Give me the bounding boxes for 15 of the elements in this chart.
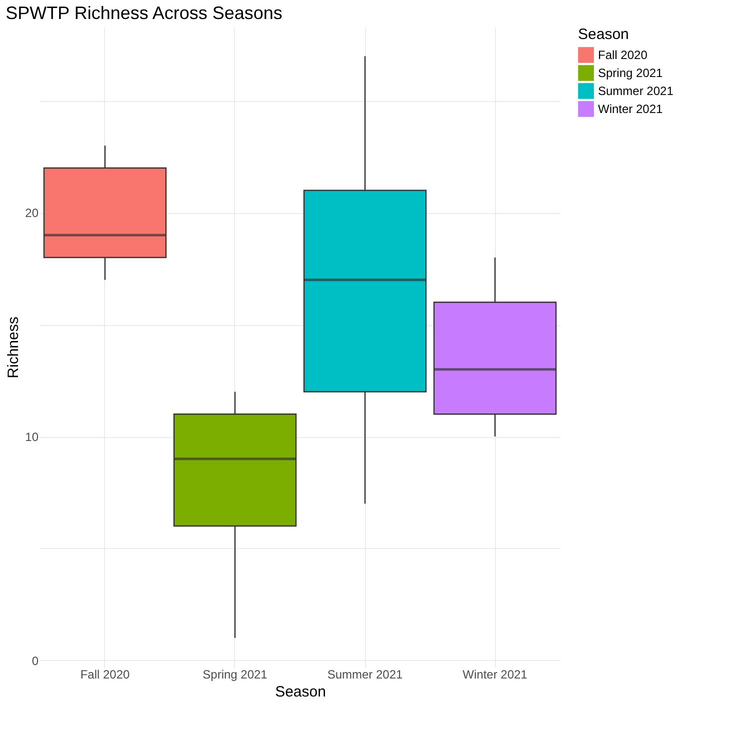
y-tick-label: 10 (25, 430, 39, 444)
legend-label: Spring 2021 (598, 66, 664, 80)
legend-title: Season (578, 26, 629, 43)
chart-title: SPWTP Richness Across Seasons (6, 3, 282, 23)
y-tick-label: 20 (25, 206, 39, 220)
legend-label: Winter 2021 (598, 102, 664, 116)
x-tick-label: Spring 2021 (202, 668, 268, 682)
y-axis-title: Richness (5, 316, 22, 378)
x-axis-title: Season (275, 684, 326, 700)
legend-label: Summer 2021 (598, 84, 674, 98)
x-tick-label: Summer 2021 (327, 668, 404, 682)
x-tick-label: Winter 2021 (462, 668, 528, 682)
y-tick-label: 0 (32, 654, 39, 668)
x-tick-label: Fall 2020 (80, 668, 130, 682)
legend-label: Fall 2020 (598, 48, 648, 62)
